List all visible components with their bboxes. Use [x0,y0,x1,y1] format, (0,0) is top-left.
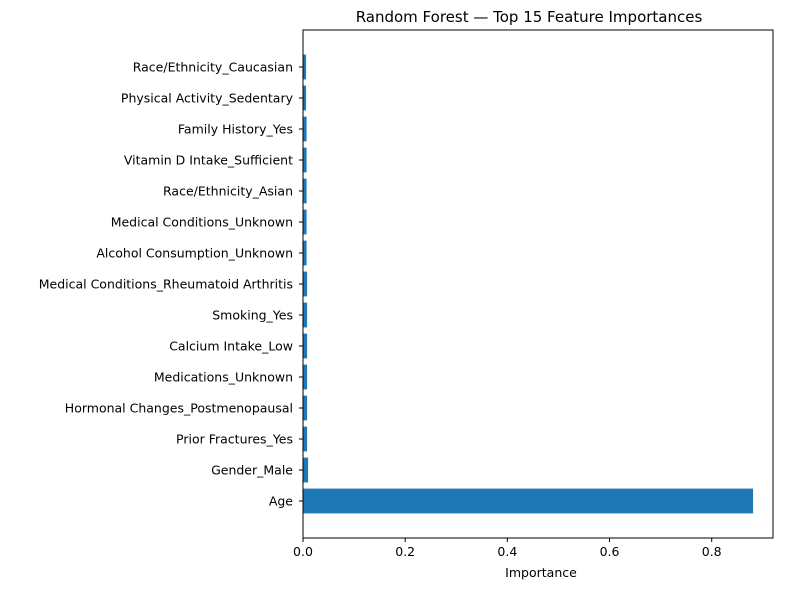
chart-title: Random Forest — Top 15 Feature Importanc… [356,8,703,26]
x-tick-label-3: 0.6 [600,544,620,559]
y-tick-label-0: Age [269,494,293,509]
x-tick-label-1: 0.2 [395,544,415,559]
x-tick-label-2: 0.4 [497,544,517,559]
y-tick-label-4: Medications_Unknown [154,370,293,385]
y-tick-label-1: Gender_Male [211,463,293,478]
y-tick-label-5: Calcium Intake_Low [169,339,293,354]
y-tick-label-8: Alcohol Consumption_Unknown [96,246,293,261]
y-tick-label-2: Prior Fractures_Yes [176,432,293,447]
bar-14 [303,54,307,80]
bar-2 [303,426,308,452]
x-tick-label-4: 0.8 [702,544,722,559]
bar-1 [303,457,309,483]
y-tick-label-13: Physical Activity_Sedentary [121,91,294,106]
bar-12 [303,116,307,142]
bar-6 [303,302,308,328]
bar-8 [303,240,307,266]
y-axis: Age Gender_Male Prior Fractures_Yes Hormona… [39,60,303,509]
bar-11 [303,147,307,173]
y-tick-label-3: Hormonal Changes_Postmenopausal [65,401,293,416]
y-tick-label-7: Medical Conditions_Rheumatoid Arthritis [39,277,293,292]
bar-13 [303,85,307,111]
bar-3 [303,395,308,421]
y-tick-label-12: Family History_Yes [178,122,293,137]
y-tick-label-11: Vitamin D Intake_Sufficient [124,153,293,168]
x-axis: 0.0 0.2 0.4 0.6 0.8 [293,538,722,559]
bar-0 [303,488,754,514]
bar-10 [303,178,307,204]
bar-7 [303,271,308,297]
bar-9 [303,209,307,235]
bar-4 [303,364,308,390]
bar-5 [303,333,308,359]
y-tick-label-9: Medical Conditions_Unknown [111,215,293,230]
plot-frame [302,29,774,539]
y-tick-label-10: Race/Ethnicity_Asian [163,184,293,199]
x-tick-label-0: 0.0 [293,544,313,559]
x-axis-label: Importance [505,565,577,580]
bars-group [303,54,754,514]
y-tick-label-6: Smoking_Yes [212,308,293,323]
y-tick-label-14: Race/Ethnicity_Caucasian [133,60,293,75]
